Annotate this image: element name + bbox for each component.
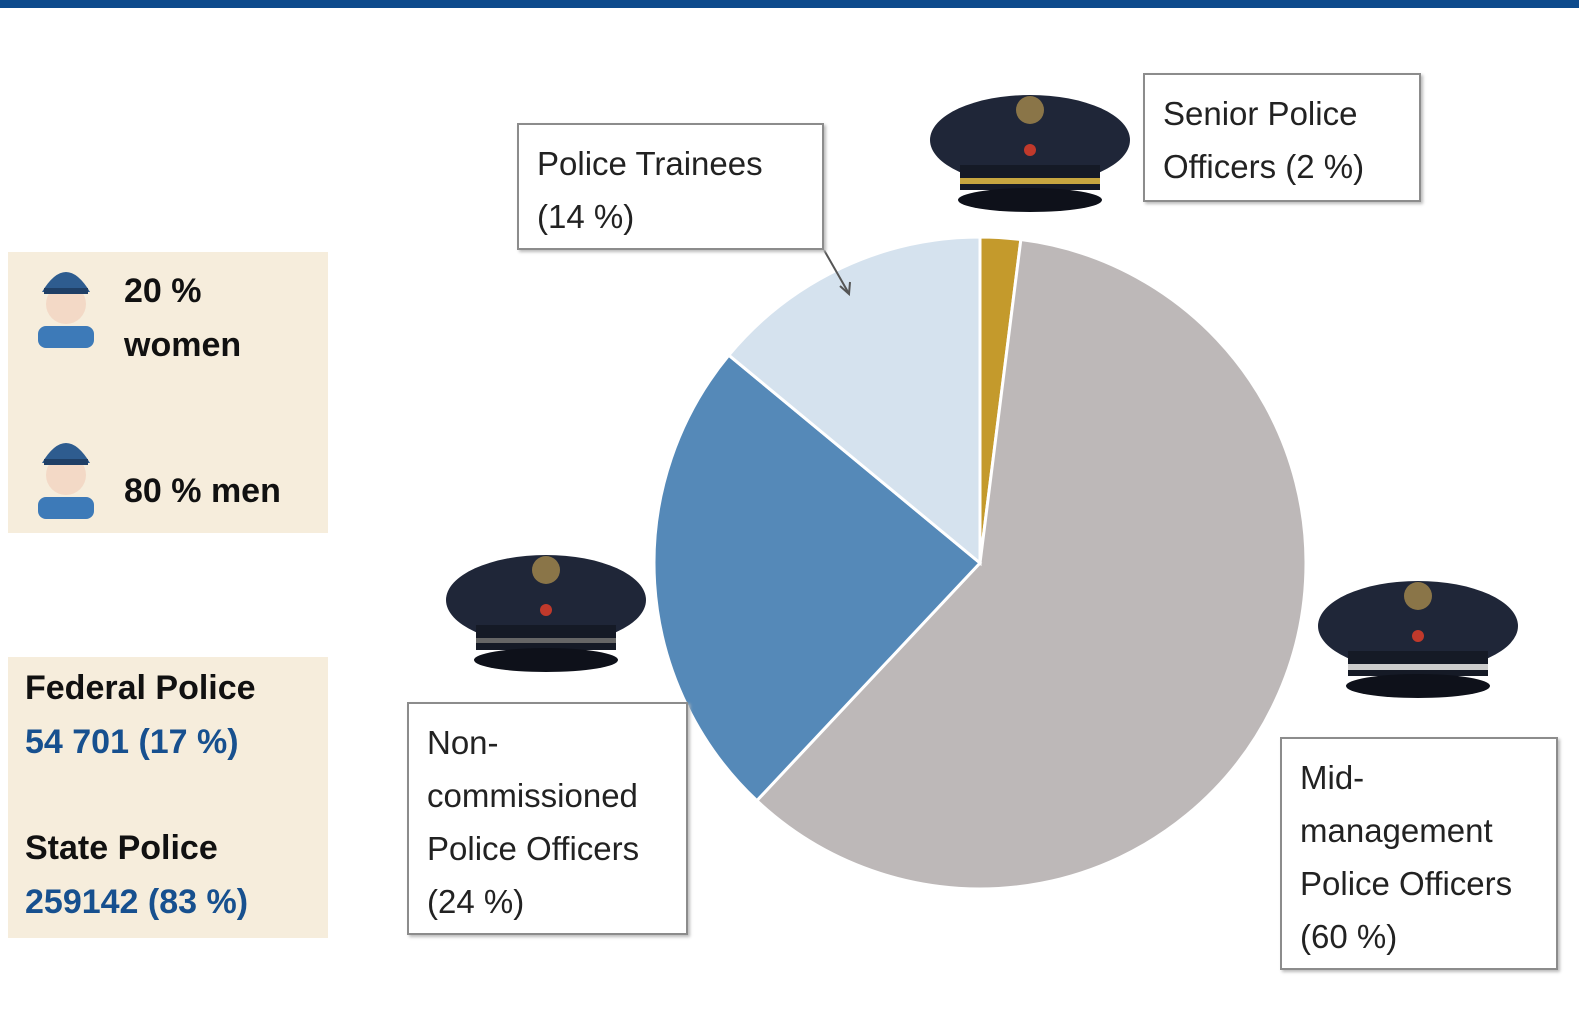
force-figure: 54 701 (17 %): [25, 723, 239, 761]
hat: [446, 555, 646, 672]
pie-slice: [652, 353, 983, 803]
woman-icon: [38, 272, 94, 348]
slice-label: Senior Police Officers (2 %): [1143, 73, 1421, 202]
slice-label: Police Trainees (14 %): [517, 123, 824, 250]
leader-line: [823, 249, 849, 293]
force-name: Federal Police: [25, 669, 256, 707]
value-label: (2 %): [1285, 148, 1365, 185]
slice-label: Mid-management Police Officers (60 %): [1280, 737, 1558, 970]
slice-label: Non-commissioned Police Officers (24 %): [407, 702, 688, 935]
man-icon: [38, 443, 94, 519]
icons: [38, 272, 94, 519]
gender-panel: 20 % women 80 % men: [8, 252, 328, 533]
hat: [930, 95, 1130, 212]
value-label: (60 %): [1300, 918, 1398, 955]
top-bar: [0, 0, 1579, 8]
category-label: Police Trainees: [537, 145, 763, 182]
category-label: Mid-management Police Officers: [1300, 759, 1513, 902]
value-label: (14 %): [537, 198, 635, 235]
pie: [652, 235, 1308, 891]
force-name: State Police: [25, 829, 218, 867]
hat: [1318, 581, 1518, 698]
men-share: 80 % men: [124, 472, 281, 510]
pie-slice: [754, 237, 1308, 891]
value-label: (24 %): [427, 883, 525, 920]
arrow-head: [839, 281, 851, 297]
forces-panel: Federal Police 54 701 (17 %) State Polic…: [8, 657, 328, 938]
category-label: Senior Police Officers: [1163, 95, 1358, 185]
category-label: Non-commissioned Police Officers: [427, 724, 640, 867]
women-share: 20 % women: [124, 272, 242, 364]
force-figure: 259142 (83 %): [25, 883, 249, 921]
pie-slice: [726, 235, 982, 567]
